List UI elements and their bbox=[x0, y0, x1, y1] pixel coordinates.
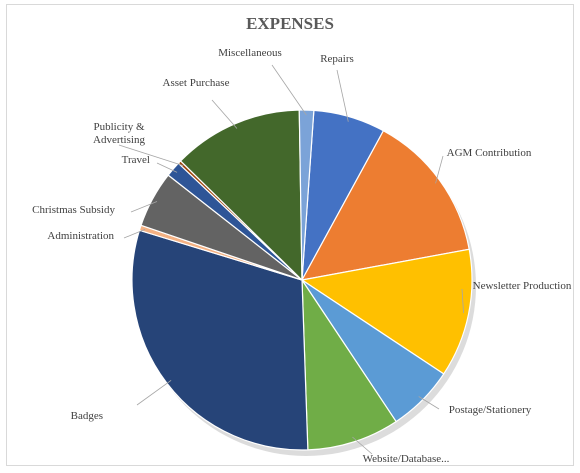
pie-slice-newsletter-production bbox=[300, 248, 473, 375]
leader-line-postage-stationery bbox=[418, 396, 440, 410]
leader-line-christmas-subsidy bbox=[130, 201, 158, 213]
slice-label-administration: Administration bbox=[47, 230, 114, 242]
pie-slice-website-database bbox=[301, 277, 397, 451]
pie-slice-agm-contribution bbox=[300, 129, 470, 281]
slice-labels: Repairs AGM Contribution Newsletter Produc… bbox=[32, 47, 572, 465]
pie-slices bbox=[131, 109, 473, 451]
slice-label-asset-purchase: Asset Purchase bbox=[163, 77, 230, 89]
slice-label-repairs: Repairs bbox=[320, 53, 354, 65]
leader-line-agm-contribution bbox=[435, 155, 444, 184]
expenses-pie-chart: EXPENSES Repairs AGM Contribution Newslett… bbox=[32, 14, 572, 465]
chart-frame: EXPENSES Repairs AGM Contribution Newslett… bbox=[6, 4, 574, 466]
leader-line-badges bbox=[136, 380, 172, 406]
pie-slice-asset-purchase bbox=[179, 109, 303, 282]
slice-label-miscellaneous: Miscellaneous bbox=[218, 47, 282, 59]
leader-line-miscellaneous bbox=[271, 64, 307, 116]
slice-label-agm-contribution: AGM Contribution bbox=[447, 147, 532, 159]
leader-line-newsletter-production bbox=[461, 288, 464, 314]
slice-label-travel: Travel bbox=[122, 154, 150, 166]
leader-line-asset-purchase bbox=[211, 99, 238, 129]
slice-label-website-database: Website/Database... bbox=[363, 453, 450, 465]
slice-label-publicity-advertising: Publicity & Advertising bbox=[93, 121, 145, 146]
leader-line-repairs bbox=[336, 69, 349, 122]
pie-slice-miscellaneous bbox=[298, 109, 315, 281]
slice-label-badges: Badges bbox=[71, 410, 103, 422]
leader-line-administration bbox=[123, 228, 146, 239]
slice-label-christmas-subsidy: Christmas Subsidy bbox=[32, 204, 115, 216]
leader-line-travel bbox=[156, 162, 178, 173]
slice-label-newsletter-production: Newsletter Production bbox=[473, 280, 572, 292]
label-leaders bbox=[118, 64, 464, 455]
leader-line-publicity-advertising bbox=[118, 144, 184, 167]
slice-label-postage-stationery: Postage/Stationery bbox=[449, 404, 532, 416]
leader-line-website-database bbox=[352, 436, 373, 455]
chart-title: EXPENSES bbox=[246, 14, 334, 33]
